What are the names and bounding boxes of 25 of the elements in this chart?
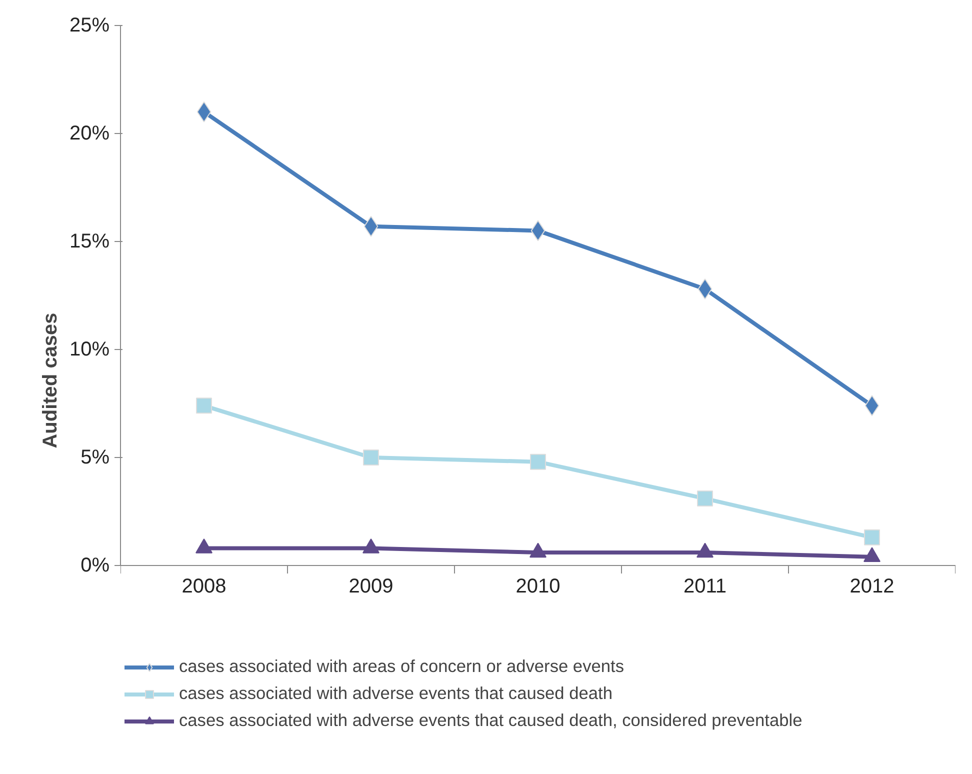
point (196, 398, 212, 414)
legend-label: cases associated with adverse events that caused death (179, 683, 612, 704)
legend-label: cases associated with areas of concern or adverse events (179, 656, 624, 677)
point (864, 529, 880, 546)
x-tick-label: 2009 (348, 576, 394, 598)
x-tick-label: 2012 (850, 576, 894, 598)
point (530, 542, 546, 558)
x-tick-label: 2008 (182, 576, 226, 598)
legend-label: cases associated with adverse events that caused death, considered preventable (179, 710, 802, 731)
point (530, 454, 546, 470)
point (362, 538, 380, 554)
y-tick-label: 0% (80, 554, 110, 576)
y-tick-label: 15% (69, 230, 110, 252)
point (696, 542, 714, 558)
x-tick-label: 2011 (683, 576, 727, 598)
y-tick-label: 20% (69, 122, 110, 144)
y-tick-label: 10% (69, 338, 110, 360)
point (363, 450, 379, 466)
point (864, 547, 880, 562)
point (196, 538, 212, 554)
point (697, 490, 713, 507)
y-tick-label: 25% (69, 14, 110, 36)
y-axis-title: Audited cases (39, 312, 62, 448)
y-tick-label: 5% (80, 446, 110, 468)
x-tick-label: 2010 (516, 576, 560, 598)
